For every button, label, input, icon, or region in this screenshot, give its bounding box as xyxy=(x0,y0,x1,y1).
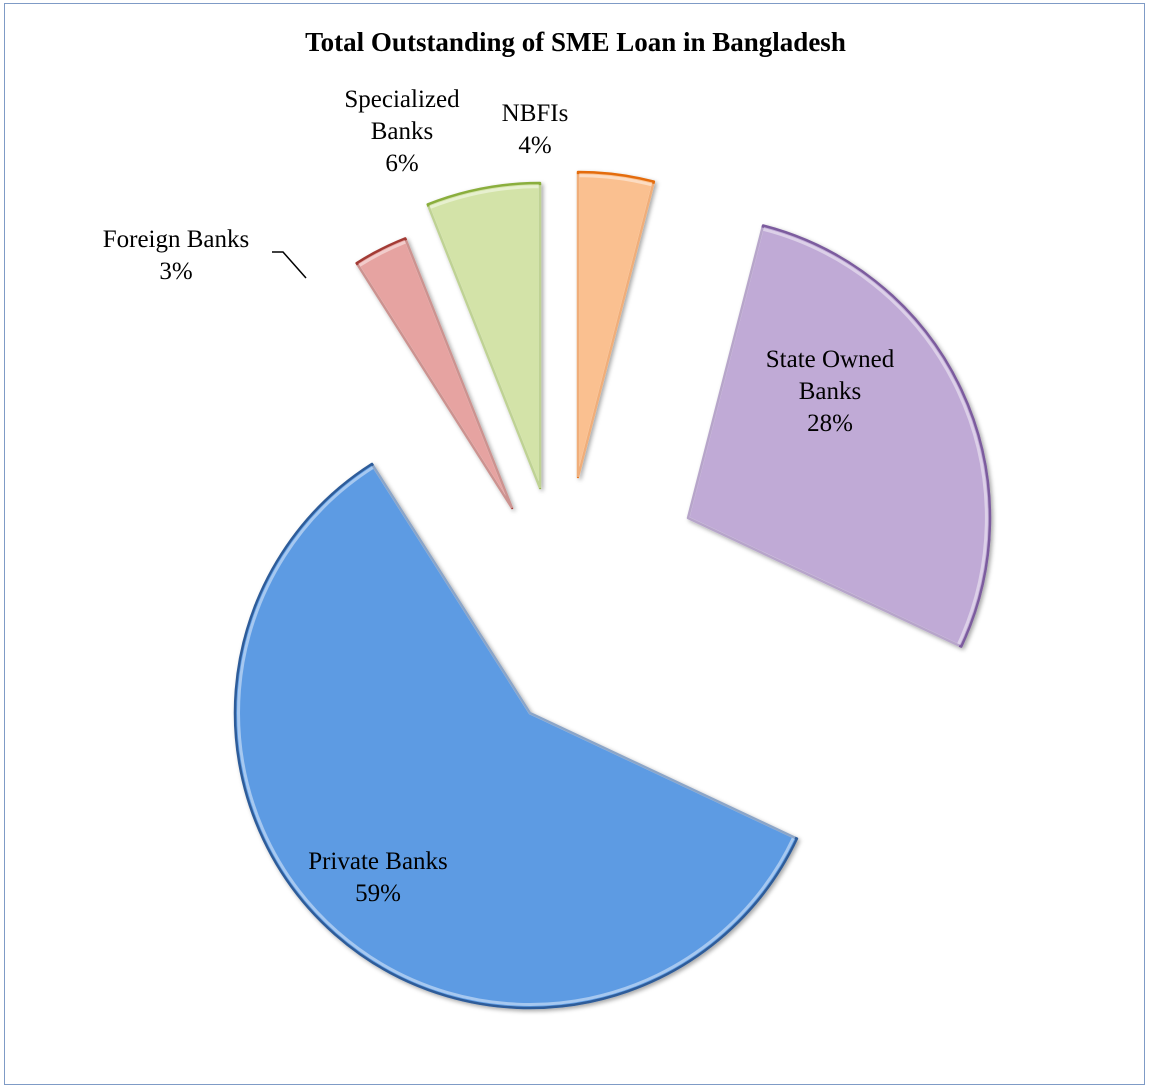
pie-slice-state-owned-banks xyxy=(686,224,992,648)
slices-layer xyxy=(233,170,992,1010)
pie-slice-private-banks xyxy=(233,462,799,1010)
pie-slice-highlight-nbfis xyxy=(576,174,655,478)
pie-slice-specialized-banks xyxy=(426,181,542,490)
pie-slice-highlight-state-owned-banks xyxy=(686,227,988,648)
leader-line-foreign-banks xyxy=(272,251,307,279)
data-label-specialized-banks: Specialized Banks 6% xyxy=(344,86,460,177)
data-label-nbfis: NBFIs 4% xyxy=(502,100,569,159)
labels-layer: NBFIs 4% State Owned Banks 28% Private Banks 5… xyxy=(103,86,895,907)
data-label-state-owned-banks: State Owned Banks 28% xyxy=(766,346,895,437)
chart-title: Total Outstanding of SME Loan in Banglad… xyxy=(305,27,846,57)
pie-slice-nbfis xyxy=(576,170,656,479)
pie-slice-foreign-banks xyxy=(355,237,514,510)
pie-slice-highlight-specialized-banks xyxy=(427,185,542,489)
pie-slice-highlight-private-banks xyxy=(237,464,796,1006)
data-label-foreign-banks: Foreign Banks 3% xyxy=(103,226,250,285)
pie-slice-highlight-foreign-banks xyxy=(356,239,514,509)
data-label-private-banks: Private Banks 59% xyxy=(308,848,448,907)
